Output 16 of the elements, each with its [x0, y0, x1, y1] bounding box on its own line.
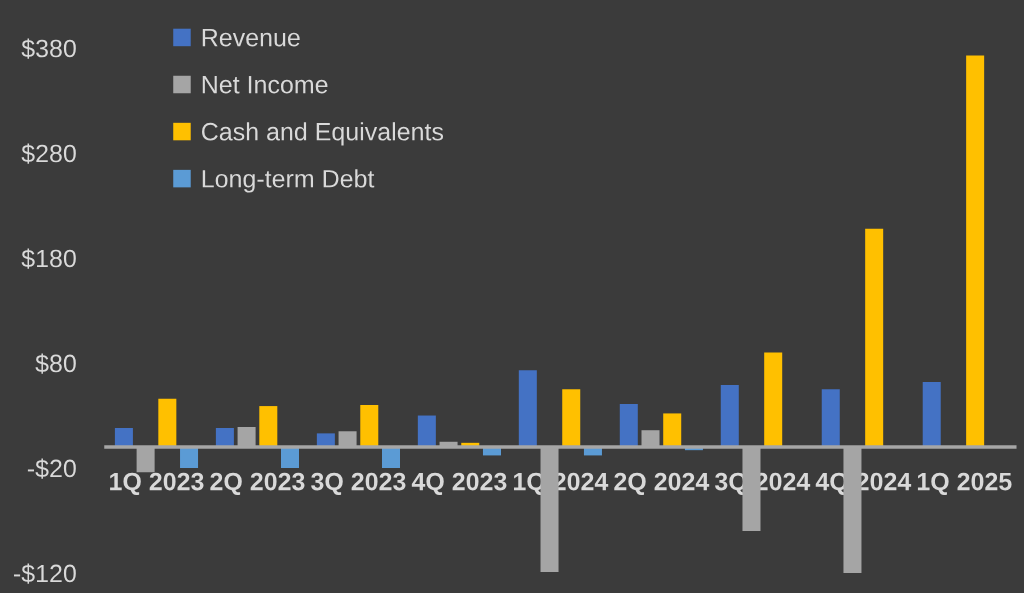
- y-tick-label: -$120: [13, 563, 76, 584]
- legend-label: Net Income: [202, 76, 328, 94]
- x-tick-label: 2Q 2023: [210, 472, 305, 496]
- y-tick-label: $180: [21, 248, 76, 269]
- y-tick-label: $80: [35, 353, 76, 374]
- legend-label: Revenue: [202, 29, 300, 47]
- y-tick-label: $380: [21, 38, 76, 59]
- x-tick-label: 1Q 2025: [917, 472, 1012, 496]
- x-tick-label: 2Q 2024: [614, 472, 710, 496]
- y-tick-label: $280: [21, 143, 76, 164]
- legend-label: Cash and Equivalents: [202, 122, 444, 146]
- y-tick-label: -$20: [27, 458, 76, 479]
- x-tick-label: 1Q 2023: [110, 472, 204, 496]
- x-tick-label: 4Q 2023: [411, 472, 507, 496]
- legend-label: Long-term Debt: [202, 169, 375, 193]
- x-tick-label: 3Q 2023: [311, 472, 406, 496]
